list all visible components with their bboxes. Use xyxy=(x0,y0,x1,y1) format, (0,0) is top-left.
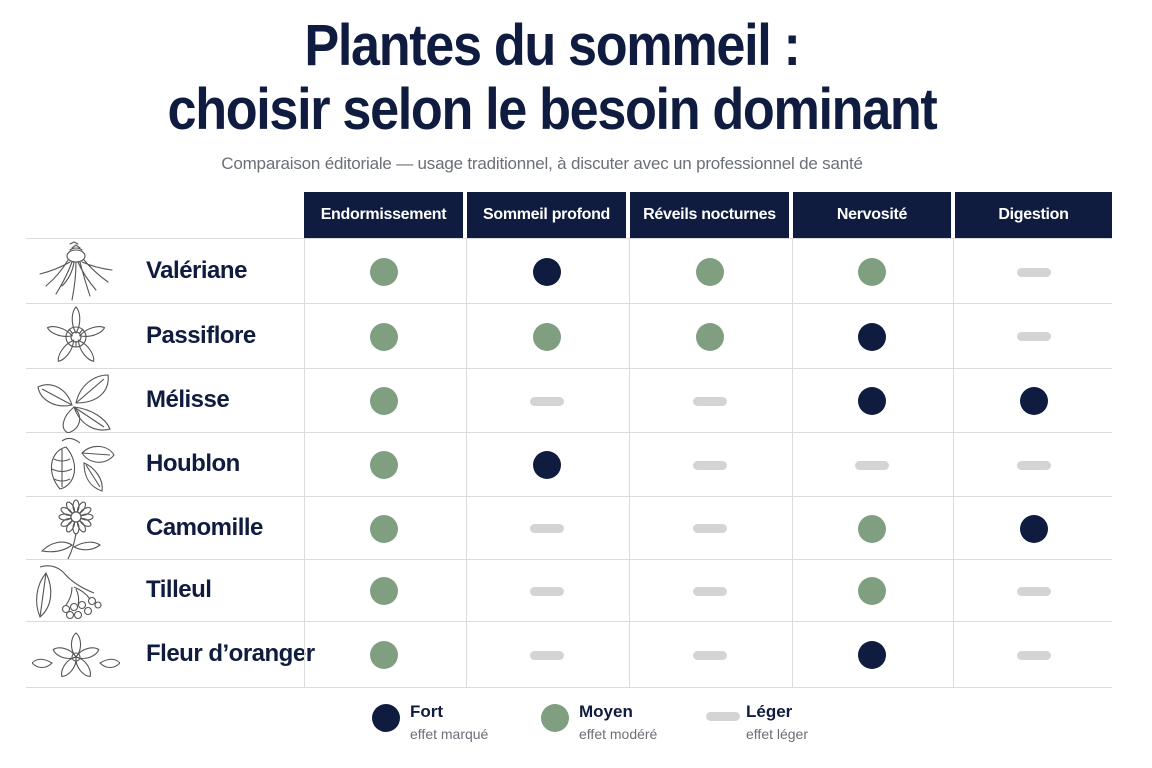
plant-name: Tilleul xyxy=(146,576,212,603)
chamomile-flower-icon xyxy=(32,497,120,566)
legend-moyen-mark xyxy=(541,704,569,732)
level-moyen-mark xyxy=(369,577,398,605)
level-fort-mark xyxy=(858,387,886,415)
subtitle: Comparaison éditoriale — usage tradition… xyxy=(221,154,863,173)
level-moyen-mark xyxy=(858,258,886,286)
level-leger-mark xyxy=(529,396,564,406)
level-moyen-mark xyxy=(858,577,886,605)
passionflower-icon xyxy=(32,305,120,374)
legend-label: Léger xyxy=(746,702,793,721)
plant-name: Camomille xyxy=(146,513,263,541)
legend-leger-mark xyxy=(706,712,740,721)
level-fort-mark xyxy=(532,451,561,479)
plant-name: Mélisse xyxy=(146,386,230,413)
table-row: Tilleul xyxy=(26,560,1112,622)
level-leger-mark xyxy=(1016,586,1051,596)
column-divider xyxy=(466,238,467,688)
level-leger-mark xyxy=(1016,267,1051,277)
level-moyen-mark xyxy=(369,451,398,479)
level-moyen-mark xyxy=(369,641,398,669)
linden-branch-icon xyxy=(32,559,120,628)
level-leger-mark xyxy=(1016,332,1051,341)
level-moyen-mark xyxy=(858,514,886,543)
level-fort-mark xyxy=(1019,514,1048,543)
table-row: Mélisse xyxy=(26,369,1112,434)
lemon-balm-leaf-icon xyxy=(32,369,120,438)
title-line-2: choisir selon le besoin dominant xyxy=(167,77,938,142)
legend-description: effet léger xyxy=(746,726,809,742)
column-divider xyxy=(629,238,630,688)
column-divider xyxy=(304,238,305,688)
level-leger-mark xyxy=(1016,650,1051,660)
level-leger-mark xyxy=(692,650,727,660)
legend-description: effet modéré xyxy=(579,726,658,742)
level-leger-mark xyxy=(692,460,727,470)
level-fort-mark xyxy=(858,322,886,351)
table-row: Fleur d’oranger xyxy=(26,622,1112,688)
column-header: Endormissement xyxy=(304,192,463,238)
title-line-1: Plantes du sommeil : xyxy=(304,13,800,78)
column-divider xyxy=(792,238,793,688)
level-leger-mark xyxy=(692,586,727,596)
legend-label: Moyen xyxy=(579,702,633,721)
column-header: Digestion xyxy=(955,192,1112,238)
plant-name: Houblon xyxy=(146,450,240,477)
level-leger-mark xyxy=(692,524,727,533)
hop-cone-icon xyxy=(32,433,120,502)
table-row: Camomille xyxy=(26,497,1112,560)
level-leger-mark xyxy=(529,586,564,596)
table-row: Passiflore xyxy=(26,304,1112,369)
legend-label: Fort xyxy=(410,702,444,721)
level-moyen-mark xyxy=(369,322,398,351)
valerian-root-icon xyxy=(32,240,120,309)
page-title: Plantes du sommeil : choisir selon le be… xyxy=(55,14,1049,142)
level-moyen-mark xyxy=(369,258,398,286)
column-divider xyxy=(953,238,954,688)
level-moyen-mark xyxy=(695,258,724,286)
level-leger-mark xyxy=(1016,460,1051,470)
level-moyen-mark xyxy=(369,387,398,415)
level-leger-mark xyxy=(529,524,564,533)
plant-name: Fleur d’oranger xyxy=(146,640,315,667)
level-fort-mark xyxy=(858,641,886,669)
legend-fort-mark xyxy=(372,704,400,732)
level-moyen-mark xyxy=(532,322,561,351)
orange-blossom-icon xyxy=(31,623,121,692)
level-fort-mark xyxy=(1019,387,1048,415)
plant-name: Valériane xyxy=(146,257,247,284)
plant-name: Passiflore xyxy=(146,321,256,349)
column-header: Sommeil profond xyxy=(467,192,626,238)
level-leger-mark xyxy=(529,650,564,660)
column-header: Nervosité xyxy=(793,192,951,238)
table-row: Houblon xyxy=(26,433,1112,497)
level-leger-mark xyxy=(692,396,727,406)
level-moyen-mark xyxy=(369,514,398,543)
table-row: Valériane xyxy=(26,238,1112,304)
column-header: Réveils nocturnes xyxy=(630,192,789,238)
legend-description: effet marqué xyxy=(410,726,489,742)
level-fort-mark xyxy=(532,258,561,286)
level-leger-mark xyxy=(855,460,889,470)
level-moyen-mark xyxy=(695,322,724,351)
